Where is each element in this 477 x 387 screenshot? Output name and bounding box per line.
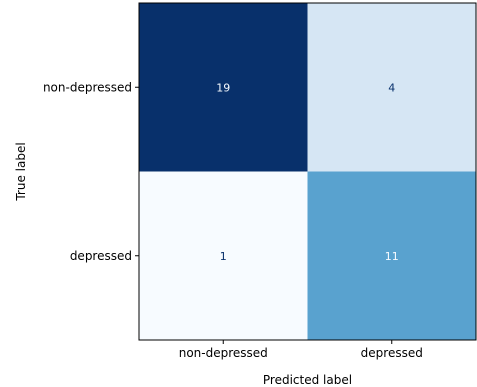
cell-value-0-0: 19 bbox=[216, 81, 230, 94]
y-tick-label: depressed bbox=[70, 249, 132, 263]
y-axis-label: True label bbox=[14, 142, 28, 201]
cell-1-0 bbox=[139, 171, 308, 340]
cell-value-1-0: 1 bbox=[220, 250, 227, 263]
x-tick-label: depressed bbox=[361, 346, 423, 360]
cells-layer bbox=[139, 3, 476, 340]
x-axis-label: Predicted label bbox=[263, 373, 352, 387]
cell-value-1-1: 11 bbox=[385, 250, 399, 263]
cell-0-1 bbox=[307, 3, 476, 172]
y-axis-ticks: non-depressed depressed bbox=[43, 80, 139, 263]
cell-value-0-1: 4 bbox=[388, 81, 395, 94]
x-tick-label: non-depressed bbox=[179, 346, 268, 360]
x-axis-ticks: non-depressed depressed bbox=[179, 340, 423, 360]
y-tick-label: non-depressed bbox=[43, 80, 132, 94]
plot-frame bbox=[138, 2, 477, 341]
cell-1-1 bbox=[307, 171, 476, 340]
cell-labels-layer: 19 41 11 bbox=[216, 81, 399, 263]
cell-0-0 bbox=[139, 3, 308, 172]
